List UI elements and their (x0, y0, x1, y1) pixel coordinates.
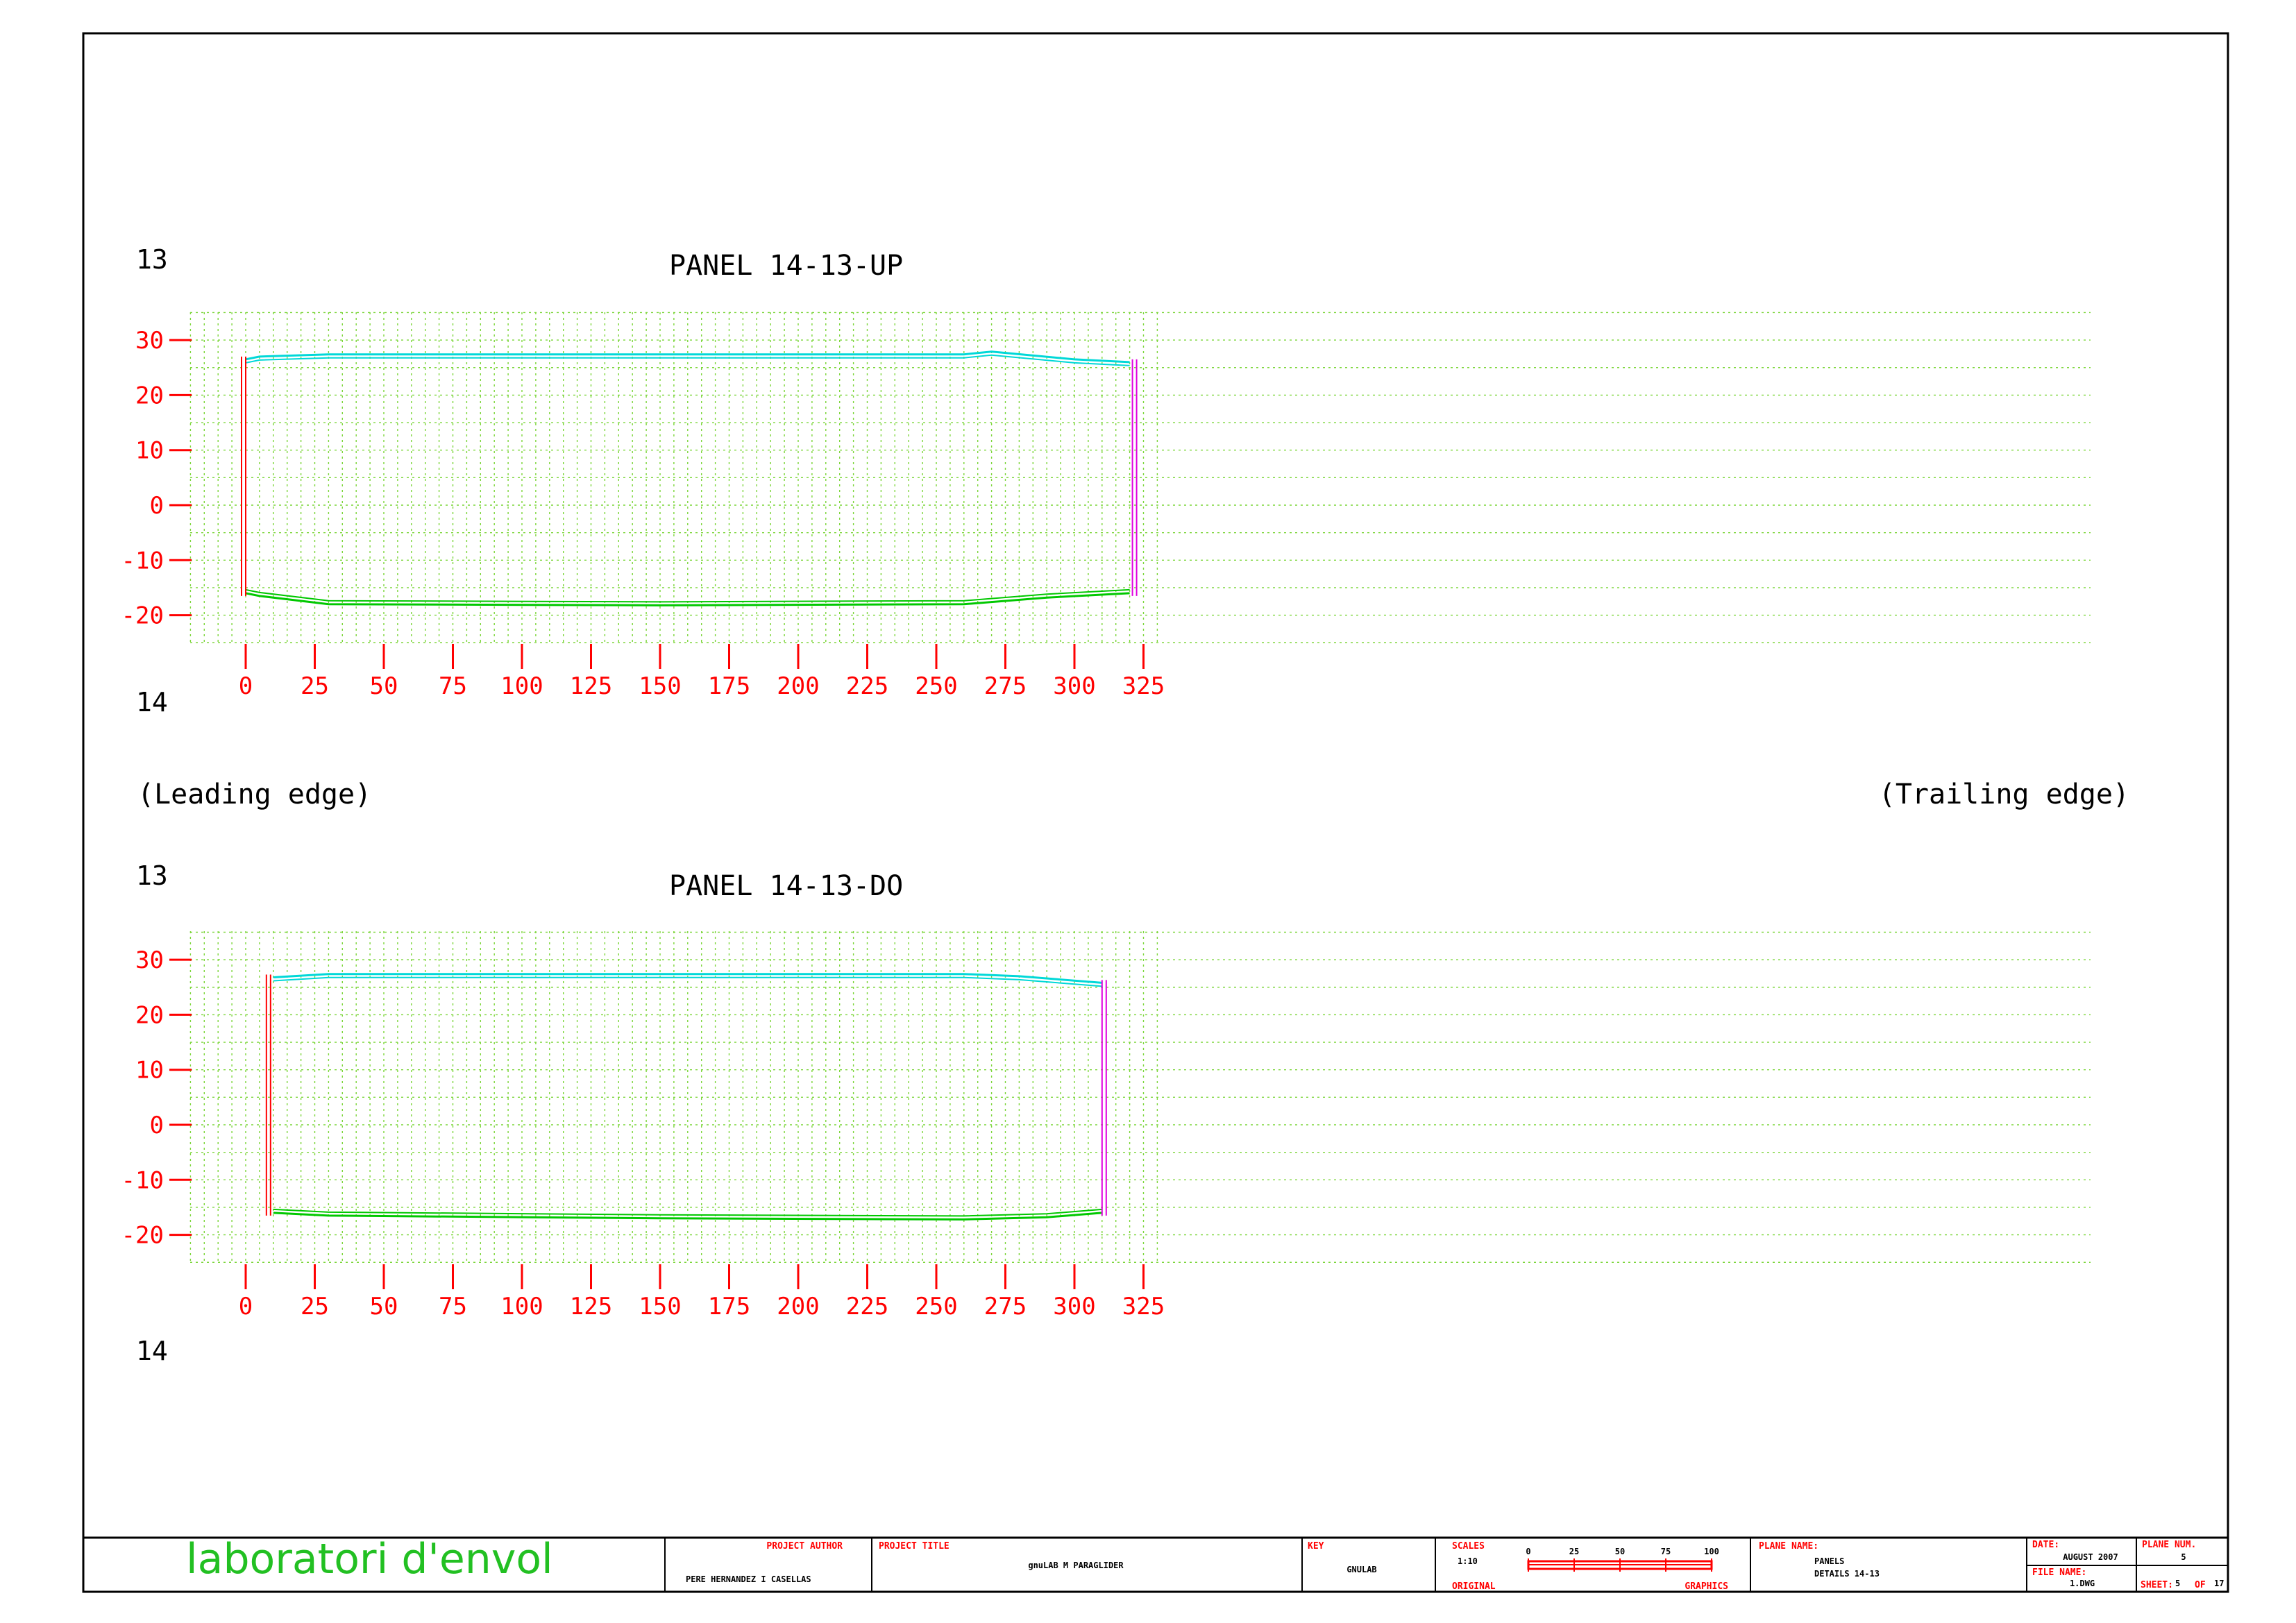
x-tick-label: 50 (370, 1293, 398, 1320)
original-label: ORIGINAL (1452, 1581, 1496, 1592)
sheet-total: 17 (2214, 1579, 2224, 1588)
panel-axes: 0 25 50 75 100 125 150 175 200 225 250 275 300 325302… (121, 327, 1165, 700)
sheet-num: 5 (2175, 1579, 2180, 1588)
y-tick-label: 20 (135, 1001, 164, 1029)
upper-edge-line (245, 350, 1130, 364)
project-title-label: PROJECT TITLE (879, 1541, 949, 1552)
x-tick-label: 0 (239, 1293, 253, 1320)
y-tick-label: 30 (135, 946, 164, 974)
upper-edge-seam (245, 354, 1130, 366)
upper-edge-line (273, 973, 1102, 984)
plane-name-2: DETAILS 14-13 (1814, 1569, 1880, 1579)
y-tick-label: 0 (150, 1112, 164, 1139)
project-author: PERE HERNANDEZ I CASELLAS (686, 1574, 811, 1584)
date-label: DATE: (2032, 1540, 2059, 1550)
panel-axes: 0 25 50 75 100 125 150 175 200 225 250 275 300 325302… (121, 946, 1165, 1320)
x-tick-label: 300 (1053, 1293, 1095, 1320)
panel-title: PANEL 14-13-DO (669, 870, 903, 902)
x-tick-label: 25 (301, 672, 329, 700)
y-tick-label: 10 (135, 1057, 164, 1085)
y-tick-label: -10 (121, 547, 164, 575)
rib-bottom-label: 14 (136, 687, 168, 717)
x-tick-label: 225 (846, 1293, 888, 1320)
scale-bar-label: 25 (1569, 1547, 1579, 1556)
key-value: GNULAB (1347, 1565, 1376, 1574)
x-tick-label: 100 (500, 672, 543, 700)
x-tick-label: 125 (570, 672, 612, 700)
x-tick-label: 250 (915, 672, 957, 700)
panel-do: 13 PANEL 14-13-DO 14 0 25 50 75 100 125 150 175… (121, 860, 2091, 1366)
rib-bottom-label: 14 (136, 1336, 168, 1366)
scale-bar: 0 25 50 75 100 (1526, 1547, 1719, 1572)
x-tick-label: 75 (439, 672, 467, 700)
y-tick-label: -20 (121, 1222, 164, 1250)
sheet-label: SHEET: (2141, 1580, 2173, 1590)
scales-label: SCALES (1452, 1541, 1485, 1552)
scale-bar-label: 0 (1526, 1547, 1530, 1556)
y-tick-label: -20 (121, 602, 164, 630)
plane-num-value: 5 (2181, 1552, 2186, 1562)
x-tick-label: 200 (777, 1293, 819, 1320)
panel-outline (265, 973, 1107, 1221)
x-tick-label: 100 (500, 1293, 543, 1320)
graphics-label: GRAPHICS (1685, 1581, 1728, 1592)
x-tick-label: 150 (639, 672, 681, 700)
x-tick-label: 175 (708, 672, 750, 700)
x-tick-label: 300 (1053, 672, 1095, 700)
scale-bar-label: 75 (1661, 1547, 1671, 1556)
panel-grid (189, 931, 2091, 1264)
upper-edge-seam (273, 976, 1102, 987)
panel-outline (241, 350, 1138, 606)
scale-bar-label: 50 (1615, 1547, 1625, 1556)
panel-title: PANEL 14-13-UP (669, 250, 903, 282)
plane-name-1: PANELS (1814, 1556, 1844, 1566)
x-tick-label: 250 (915, 1293, 957, 1320)
scale-value: 1:10 (1458, 1556, 1478, 1566)
rib-top-label: 13 (136, 244, 168, 275)
x-tick-label: 175 (708, 1293, 750, 1320)
x-tick-label: 25 (301, 1293, 329, 1320)
y-tick-label: -10 (121, 1166, 164, 1194)
sheet-of: OF (2195, 1580, 2206, 1590)
logo-text: laboratori d'envol (186, 1535, 553, 1583)
file-name-label: FILE NAME: (2032, 1567, 2086, 1578)
x-tick-label: 0 (239, 672, 253, 700)
title-block: laboratori d'envol PROJECT AUTHOR PERE H… (83, 1535, 2228, 1592)
lower-edge-line (273, 1212, 1102, 1221)
panel-grid (189, 312, 2091, 644)
lower-edge-line (245, 592, 1130, 606)
x-tick-label: 50 (370, 672, 398, 700)
x-tick-label: 125 (570, 1293, 612, 1320)
scale-bar-label: 100 (1704, 1547, 1719, 1556)
plane-name-label: PLANE NAME: (1759, 1541, 1818, 1552)
y-tick-label: 30 (135, 327, 164, 355)
x-tick-label: 325 (1122, 1293, 1165, 1320)
plane-num-label: PLANE NUM. (2142, 1540, 2196, 1550)
x-tick-label: 150 (639, 1293, 681, 1320)
x-tick-label: 75 (439, 1293, 467, 1320)
x-tick-label: 225 (846, 672, 888, 700)
x-tick-label: 325 (1122, 672, 1165, 700)
key-label: KEY (1308, 1541, 1324, 1552)
date-value: AUGUST 2007 (2063, 1552, 2118, 1562)
file-name-value: 1.DWG (2070, 1579, 2095, 1588)
project-title: gnuLAB M PARAGLIDER (1028, 1561, 1124, 1570)
rib-top-label: 13 (136, 860, 168, 891)
lower-edge-seam (245, 588, 1130, 603)
panel-up: 13 PANEL 14-13-UP 14 0 25 50 75 100 125 150 175… (121, 244, 2091, 717)
project-author-label: PROJECT AUTHOR (766, 1541, 843, 1552)
x-tick-label: 275 (984, 672, 1027, 700)
y-tick-label: 10 (135, 437, 164, 465)
y-tick-label: 0 (150, 492, 164, 520)
lower-edge-seam (273, 1208, 1102, 1217)
trailing-edge-label: (Trailing edge) (1879, 779, 2129, 810)
y-tick-label: 20 (135, 382, 164, 409)
leading-edge-label: (Leading edge) (137, 779, 371, 810)
x-tick-label: 275 (984, 1293, 1027, 1320)
sheet-frame (82, 32, 2229, 1593)
x-tick-label: 200 (777, 672, 819, 700)
